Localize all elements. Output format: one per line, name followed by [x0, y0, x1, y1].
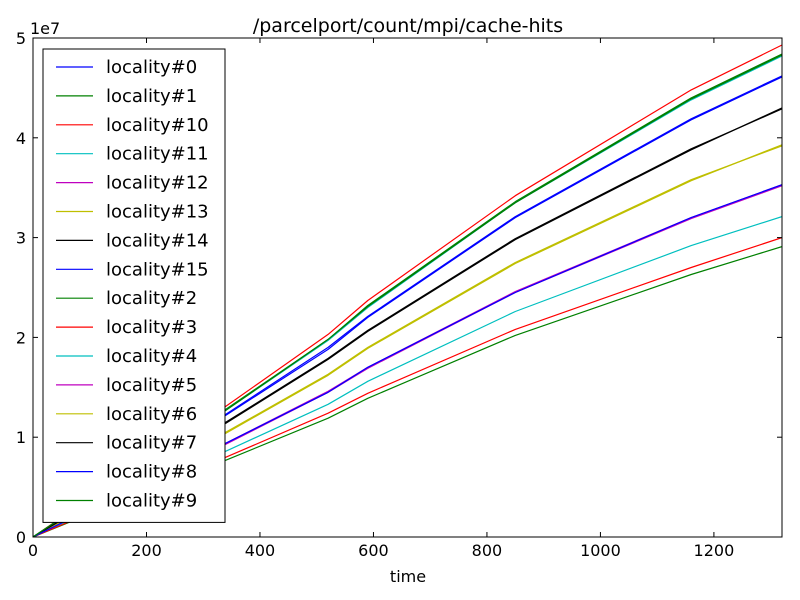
y-tick-label: 0 [16, 528, 26, 547]
x-axis-label: time [390, 567, 426, 586]
legend-label: locality#15 [106, 259, 209, 280]
legend-label: locality#7 [106, 433, 197, 454]
legend-label: locality#13 [106, 202, 209, 223]
x-tick-label: 0 [28, 541, 38, 560]
y-tick-label: 2 [16, 328, 26, 347]
legend-label: locality#14 [106, 230, 209, 251]
legend-label: locality#5 [106, 375, 197, 396]
x-tick-label: 1200 [694, 541, 735, 560]
legend-label: locality#3 [106, 317, 197, 338]
legend-label: locality#11 [106, 144, 209, 165]
x-tick-label: 400 [245, 541, 276, 560]
legend-label: locality#6 [106, 404, 197, 425]
legend-label: locality#4 [106, 346, 197, 367]
x-tick-label: 200 [131, 541, 162, 560]
legend: locality#0 locality#1 locality#10 locality#… [42, 48, 226, 523]
legend-box [42, 48, 226, 523]
legend-label: locality#2 [106, 288, 197, 309]
y-tick-label: 3 [16, 229, 26, 248]
y-tick-label: 5 [16, 29, 26, 48]
legend-label: locality#10 [106, 115, 209, 136]
ticks-layer: 0 200 400 600 800 1000 1200 0 1 2 3 4 5 [16, 29, 782, 560]
legend-label: locality#1 [106, 86, 197, 107]
legend-label: locality#9 [106, 491, 197, 512]
axes-layer [32, 37, 783, 538]
x-tick-label: 600 [358, 541, 389, 560]
chart-title: /parcelport/count/mpi/cache-hits [253, 15, 563, 37]
y-tick-label: 4 [16, 129, 26, 148]
x-tick-label: 800 [472, 541, 503, 560]
legend-label: locality#12 [106, 173, 209, 194]
y-offset-label: 1e7 [30, 19, 60, 38]
x-tick-label: 1000 [580, 541, 621, 560]
plot-frame [32, 37, 783, 538]
y-tick-label: 1 [16, 428, 26, 447]
legend-label: locality#8 [106, 462, 197, 483]
legend-label: locality#0 [106, 57, 197, 78]
